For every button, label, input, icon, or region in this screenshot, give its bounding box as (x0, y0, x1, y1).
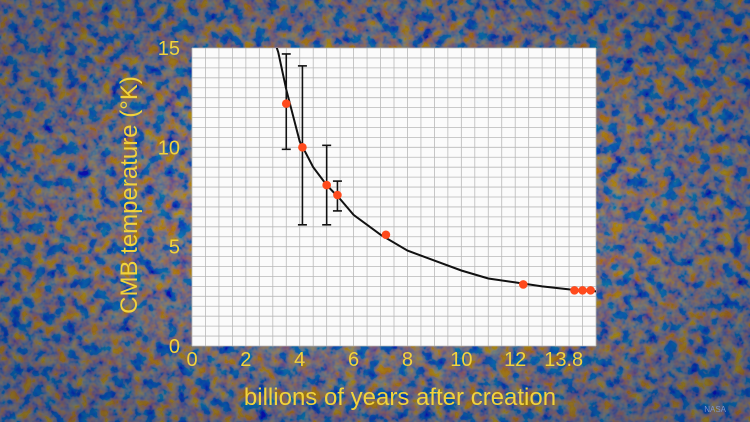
data-point (298, 143, 307, 152)
data-point (578, 286, 587, 295)
y-tick-labels: 0 5 10 15 (158, 38, 180, 358)
y-tick-label: 0 (169, 336, 180, 358)
y-axis-title: CMB temperature (°K) (116, 76, 143, 314)
x-tick-label: 6 (348, 349, 359, 371)
data-point (586, 286, 595, 295)
x-tick-labels: 0 2 4 6 8 10 12 13.8 (186, 349, 583, 371)
x-axis-title: billions of years after creation (244, 384, 556, 411)
x-tick-label: 12 (504, 349, 526, 371)
x-tick-label: 4 (294, 349, 305, 371)
y-tick-label: 15 (158, 38, 180, 60)
data-point (381, 230, 391, 240)
x-tick-label: 10 (450, 349, 472, 371)
data-point (570, 286, 579, 295)
x-tick-label: 8 (402, 349, 413, 371)
data-point (322, 180, 331, 190)
y-tick-label: 10 (158, 137, 180, 159)
x-tick-label: 0 (186, 349, 197, 371)
data-point (333, 190, 342, 200)
y-tick-label: 5 (169, 237, 180, 259)
grid (191, 47, 597, 347)
x-tick-label: 2 (240, 349, 251, 371)
credit-text: NASA (704, 405, 726, 414)
data-point (281, 99, 291, 108)
x-tick-label: 13.8 (544, 349, 583, 371)
data-point (518, 280, 528, 289)
data-points (281, 99, 595, 295)
